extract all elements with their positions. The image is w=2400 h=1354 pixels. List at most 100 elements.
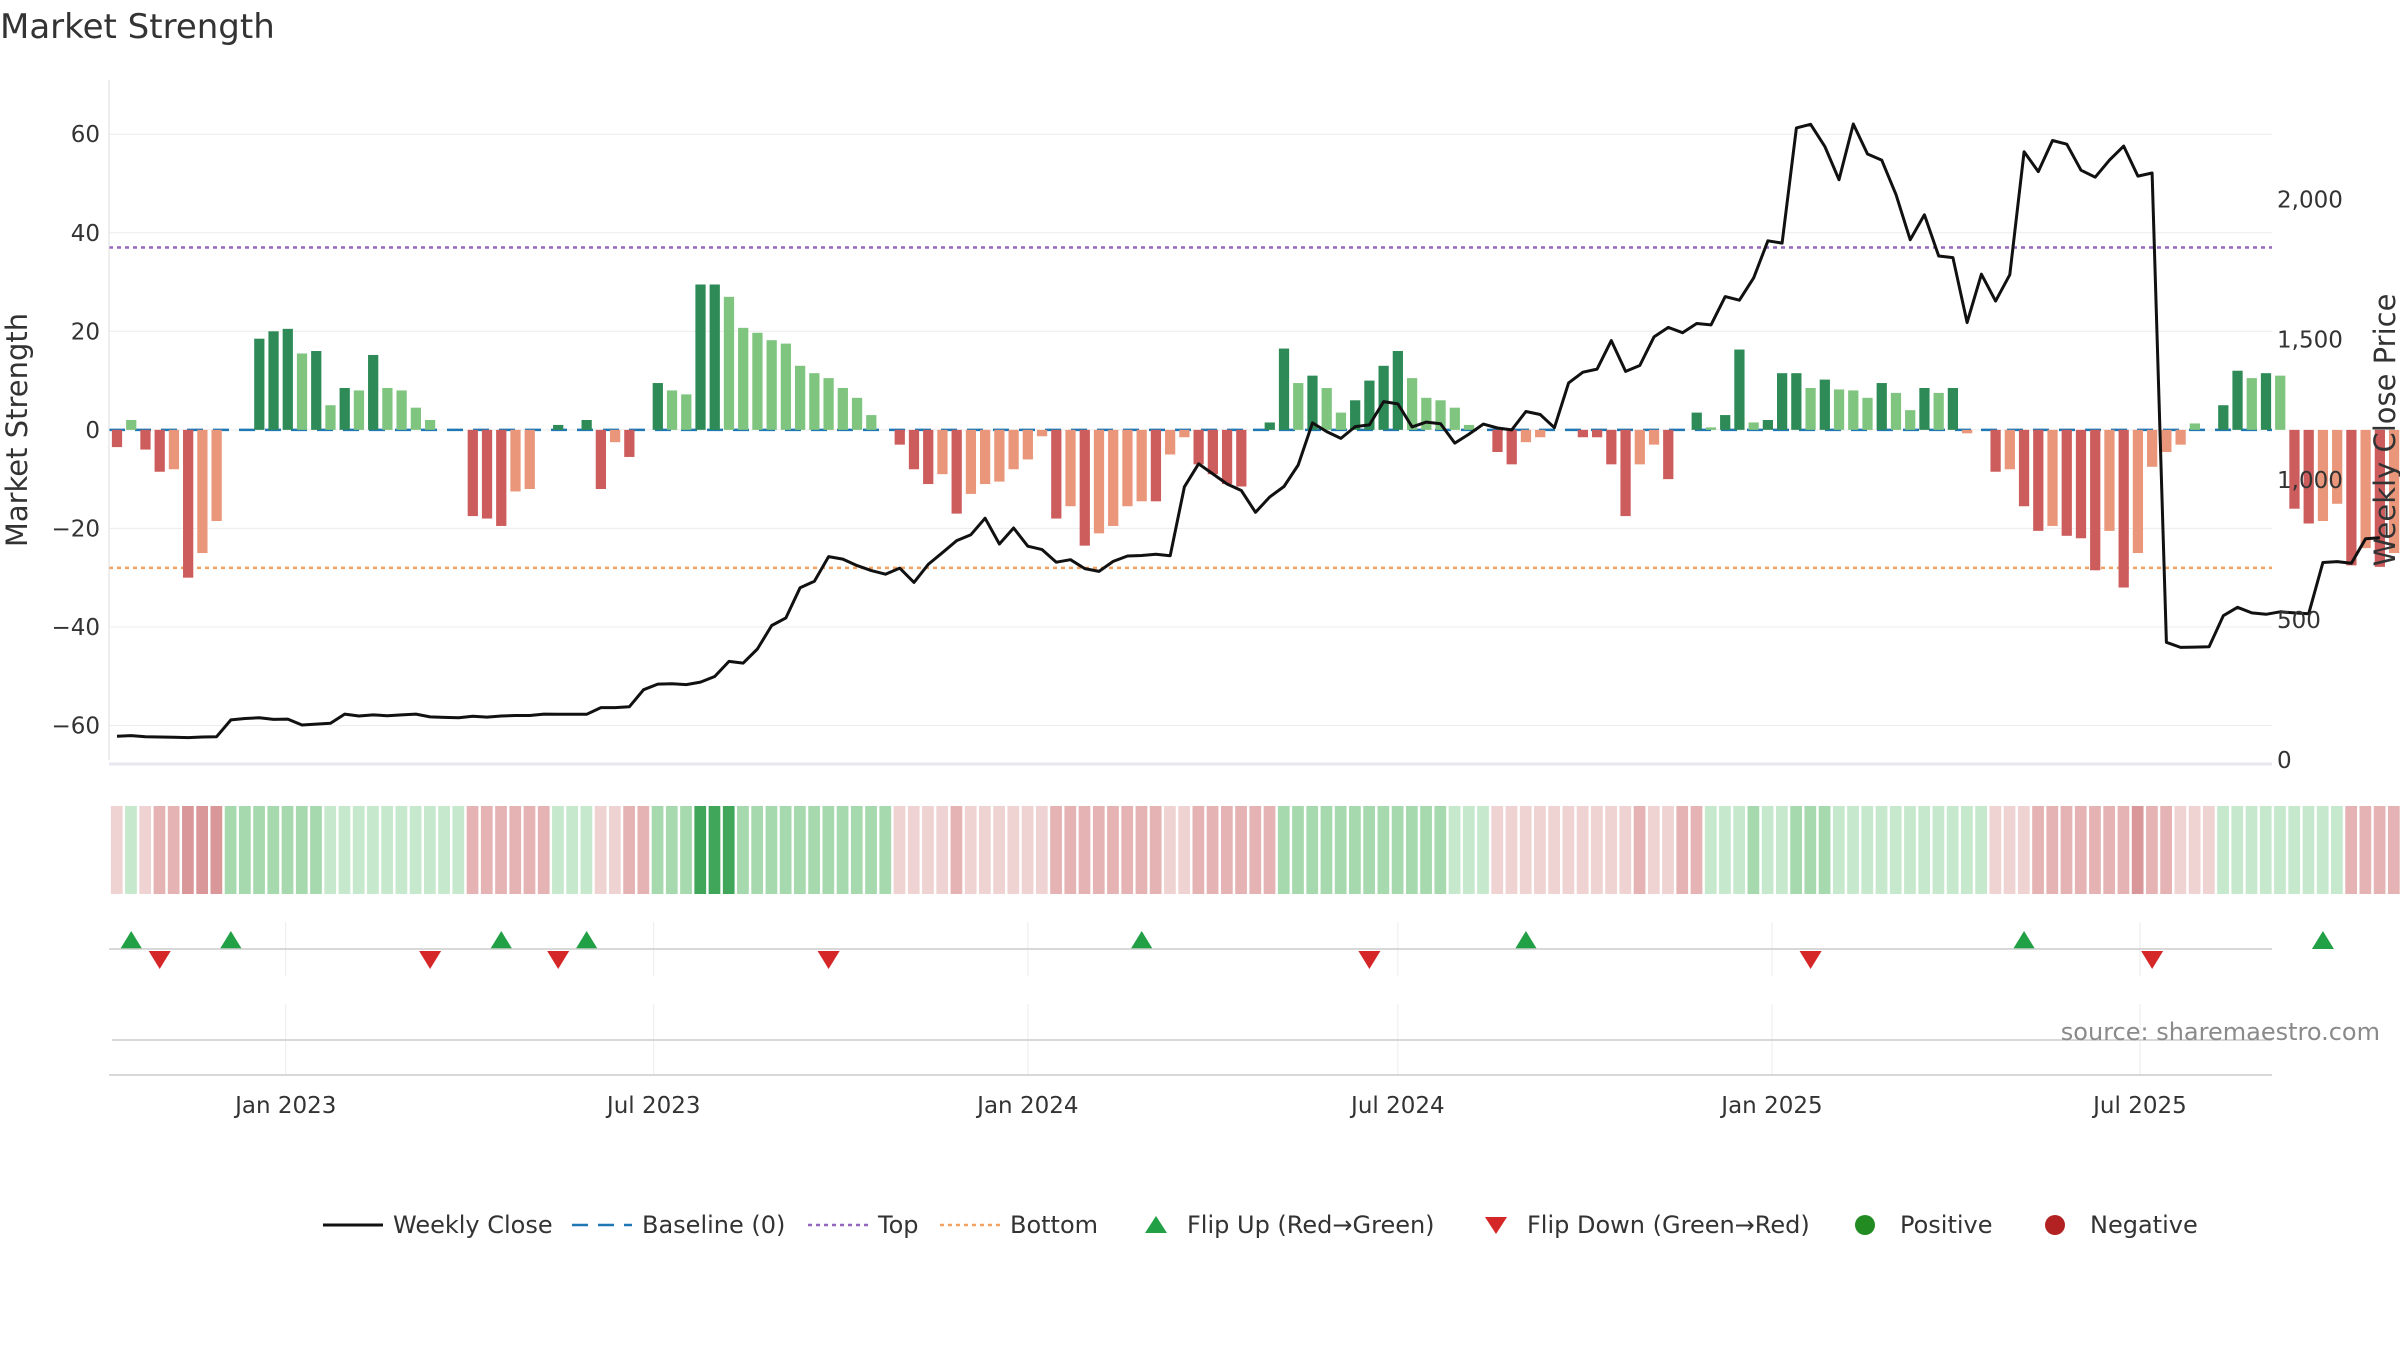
strength-bar <box>2075 429 2087 539</box>
strength-bar <box>2346 429 2357 566</box>
strength-bar <box>894 429 905 445</box>
strength-bar <box>311 351 322 430</box>
regime-band-segment <box>1733 806 1746 894</box>
regime-band-segment <box>737 806 749 894</box>
regime-band-segment <box>879 806 892 894</box>
y-right-tick-label: 0 <box>2277 748 2292 774</box>
regime-band-segment <box>2217 806 2229 894</box>
regime-band-segment <box>2174 806 2187 894</box>
strength-bar <box>2090 429 2101 571</box>
x-tick-label: Jan 2025 <box>1719 1093 1822 1119</box>
regime-band-segment <box>2103 806 2116 894</box>
x-tick-label: Jul 2023 <box>605 1093 701 1119</box>
legend-item-negative: Negative <box>2045 1211 2198 1239</box>
strength-bar <box>1079 429 1090 546</box>
regime-band-segment <box>779 806 792 894</box>
legend-label-positive: Positive <box>1900 1211 1993 1239</box>
regime-band-segment <box>2003 806 2016 894</box>
x-tick-label: Jul 2024 <box>1349 1093 1445 1119</box>
strength-bar <box>1236 429 1247 487</box>
regime-band-segment <box>836 806 849 894</box>
regime-band-segment <box>1050 806 1062 894</box>
strength-bar <box>2104 429 2115 531</box>
regime-band-segment <box>2288 806 2301 894</box>
regime-band-segment <box>2131 806 2144 894</box>
strength-bar <box>1591 429 1603 438</box>
regime-band-segment <box>708 806 721 894</box>
strength-bar <box>1577 429 1588 438</box>
regime-band-segment <box>1292 806 1304 894</box>
regime-band-segment <box>922 806 934 894</box>
strength-bar <box>1150 429 1162 502</box>
regime-band-segment <box>1761 806 1774 894</box>
y-left-tick-label: 0 <box>85 418 100 444</box>
regime-band-segment <box>1121 806 1134 894</box>
strength-bar <box>410 407 421 430</box>
regime-band-segment <box>594 806 607 894</box>
regime-band-segment <box>751 806 764 894</box>
regime-band-segment <box>580 806 593 894</box>
strength-bar <box>866 415 877 430</box>
strength-bar <box>524 429 535 489</box>
strength-bar <box>1350 400 1361 430</box>
regime-band-segment <box>765 806 778 894</box>
flip-up-marker <box>1130 931 1153 949</box>
strength-bar <box>2004 429 2015 470</box>
y-left-tick-label: −40 <box>51 615 100 641</box>
regime-band-segment <box>1434 806 1447 894</box>
flip-up-marker <box>2311 931 2334 949</box>
strength-bar <box>296 353 308 430</box>
strength-bar <box>1890 392 1902 430</box>
y-axis-right-title: Weekly Close Price <box>2368 294 2400 567</box>
strength-bar <box>1321 387 1332 430</box>
regime-band-segment <box>1206 806 1219 894</box>
strength-bar <box>1108 429 1119 526</box>
regime-band-segment <box>1918 806 1931 894</box>
regime-band-segment <box>2302 806 2315 894</box>
regime-band-segment <box>352 806 365 894</box>
regime-band-segment <box>2387 806 2400 894</box>
regime-band-segment <box>452 806 465 894</box>
regime-band-segment <box>1107 806 1119 894</box>
strength-bar <box>2161 429 2172 453</box>
regime-band-segment <box>2046 806 2059 894</box>
regime-band-segment <box>1035 806 1048 894</box>
regime-band-segment <box>1064 806 1077 894</box>
strength-bar <box>1036 429 1048 437</box>
regime-band-segment <box>1989 806 2002 894</box>
strength-bar <box>994 429 1005 482</box>
strength-bar <box>2246 378 2257 430</box>
strength-bar <box>1008 429 1019 470</box>
strength-bar <box>1307 375 1318 430</box>
y-right-tick-label: 1,000 <box>2277 468 2343 494</box>
strength-bar <box>1606 429 1617 465</box>
regime-band-segment <box>1377 806 1390 894</box>
strength-bar <box>752 332 763 430</box>
strength-bar <box>1492 429 1503 453</box>
strength-bar <box>1022 429 1033 460</box>
strength-bar <box>396 390 407 430</box>
strength-bar <box>1962 429 1973 434</box>
regime-band-segment <box>1320 806 1333 894</box>
regime-band-segment <box>1349 806 1361 894</box>
strength-bar <box>481 429 493 519</box>
strength-bar <box>1705 427 1717 430</box>
regime-band-segment <box>1861 806 1874 894</box>
regime-band-segment <box>1220 806 1233 894</box>
strength-bar <box>467 429 478 517</box>
regime-band-segment <box>125 806 137 894</box>
strength-bar <box>2275 375 2286 430</box>
strength-bar <box>1136 429 1147 502</box>
strength-bar <box>1691 412 1702 430</box>
strength-bar <box>1506 429 1517 465</box>
strength-bar <box>1876 383 1887 430</box>
strength-bar <box>140 429 151 450</box>
regime-band-segment <box>480 806 493 894</box>
regime-band-segment <box>608 806 621 894</box>
strength-bar <box>809 373 820 430</box>
flip-up-marker <box>490 931 513 949</box>
regime-band-segment <box>423 806 436 894</box>
strength-bar <box>666 390 678 430</box>
regime-band-segment <box>1078 806 1091 894</box>
